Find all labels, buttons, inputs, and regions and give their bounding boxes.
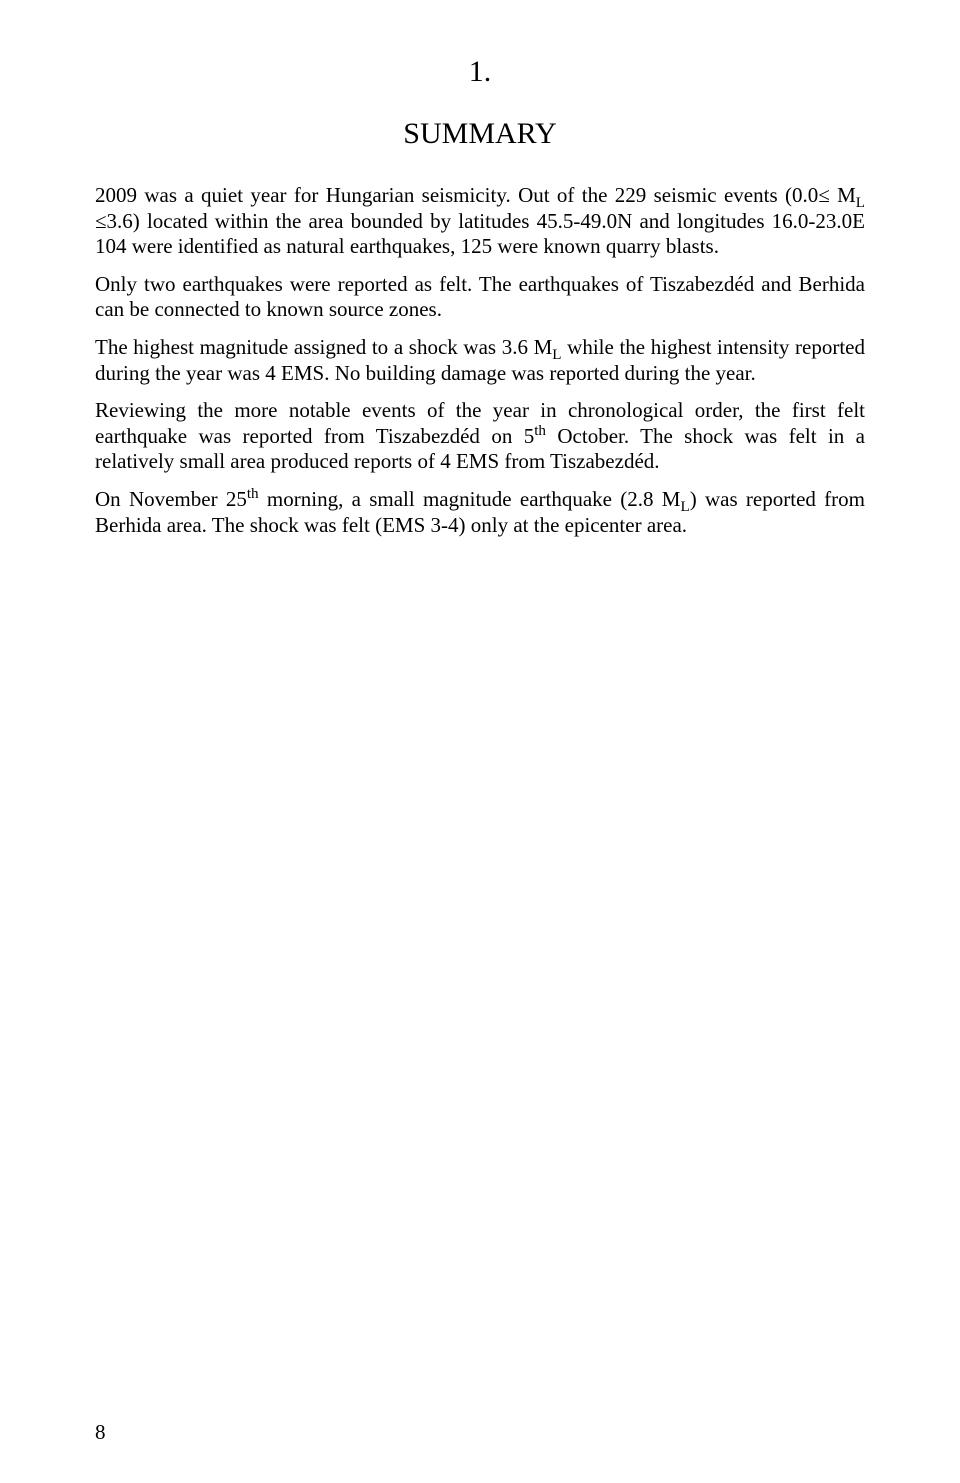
p3-text-a: The highest magnitude assigned to a shoc…	[95, 335, 552, 359]
p5-text-b: morning, a small magnitude earthquake (2…	[259, 487, 681, 511]
paragraph-3: The highest magnitude assigned to a shoc…	[95, 335, 865, 386]
p4-superscript: th	[534, 423, 546, 439]
p1-text-b: ≤3.6) located within the area bounded by…	[95, 209, 865, 259]
section-title: SUMMARY	[95, 117, 865, 151]
paragraph-2: Only two earthquakes were reported as fe…	[95, 272, 865, 323]
page-number: 8	[95, 1420, 106, 1445]
p5-text-a: On November 25	[95, 487, 247, 511]
paragraph-5: On November 25th morning, a small magnit…	[95, 487, 865, 538]
paragraph-1: 2009 was a quiet year for Hungarian seis…	[95, 183, 865, 260]
paragraph-4: Reviewing the more notable events of the…	[95, 398, 865, 475]
section-number: 1.	[95, 55, 865, 89]
p5-superscript: th	[247, 486, 259, 502]
p1-text-a: 2009 was a quiet year for Hungarian seis…	[95, 183, 856, 207]
title-text: SUMMARY	[403, 117, 556, 150]
